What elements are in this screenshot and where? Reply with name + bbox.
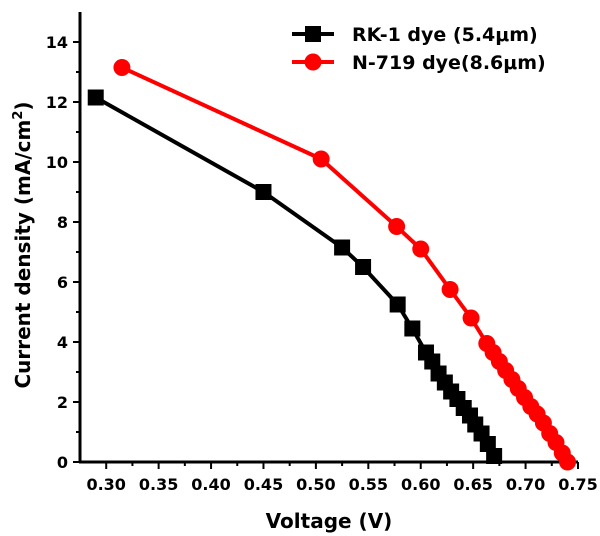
data-point: [404, 320, 421, 337]
data-point: [486, 448, 503, 464]
data-point: [312, 150, 330, 168]
data-point: [355, 259, 372, 275]
data-point: [441, 281, 459, 298]
x-tick-label: 0.65: [453, 475, 492, 494]
data-series: [87, 59, 577, 471]
data-point: [87, 89, 104, 106]
x-tick-label: 0.50: [296, 475, 335, 494]
data-point: [389, 296, 406, 313]
legend-label: RK-1 dye (5.4μm): [352, 24, 538, 46]
y-axis-title: Current density (mA/cm2): [11, 101, 35, 388]
series-1: [87, 89, 503, 464]
y-tick-label: 2: [57, 393, 68, 412]
legend-label: N-719 dye(8.6μm): [352, 52, 546, 74]
y-tick-label: 0: [57, 453, 68, 472]
legend-item-1: RK-1 dye (5.4μm): [292, 24, 538, 46]
series-line: [94, 95, 496, 457]
x-tick-label: 0.30: [86, 475, 125, 494]
x-tick-label: 0.45: [244, 475, 283, 494]
y-tick-label: 8: [57, 213, 68, 232]
x-tick-label: 0.40: [191, 475, 230, 494]
x-tick-label: 0.60: [401, 475, 440, 494]
x-tick-label: 0.35: [139, 475, 178, 494]
y-tick-label: 12: [46, 93, 68, 112]
legend-marker: [304, 53, 322, 71]
y-tick-label: 6: [57, 273, 68, 292]
data-point: [462, 309, 480, 327]
data-point: [113, 59, 131, 76]
axis-ticks: 0.30 0.35 0.40 0.45 0.50 0.55 0.60 0.65 0.70 0.75…: [46, 33, 598, 494]
data-point: [412, 240, 430, 258]
x-tick-label: 0.70: [506, 475, 545, 494]
x-tick-label: 0.75: [558, 475, 597, 494]
data-point: [388, 218, 406, 235]
data-point: [559, 453, 577, 471]
legend: RK-1 dye (5.4μm) N-719 dye(8.6μm): [292, 24, 546, 74]
y-tick-label: 4: [57, 333, 68, 352]
y-tick-label: 14: [46, 33, 68, 52]
y-tick-label: 10: [46, 153, 68, 172]
legend-marker: [305, 26, 321, 42]
x-tick-label: 0.55: [349, 475, 388, 494]
legend-item-2: N-719 dye(8.6μm): [292, 52, 546, 74]
x-axis-title: Voltage (V): [266, 509, 393, 533]
data-point: [334, 239, 351, 256]
series-line: [121, 65, 570, 464]
series-2: [113, 59, 577, 471]
data-point: [255, 184, 272, 200]
